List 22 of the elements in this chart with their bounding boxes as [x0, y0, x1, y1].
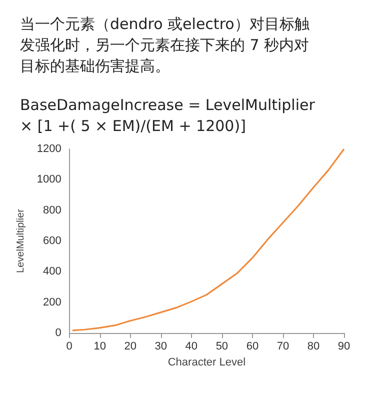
y-tick-label: 1200	[36, 143, 62, 155]
y-axis-title: LevelMultiplier	[16, 208, 26, 273]
x-tick-label: 80	[307, 340, 320, 352]
x-tick-label: 60	[246, 340, 259, 352]
y-tick-label: 400	[43, 266, 62, 278]
x-tick-label: 70	[276, 340, 290, 352]
y-tick-label: 0	[55, 327, 62, 339]
x-tick-label: 30	[154, 340, 168, 352]
x-tick-label: 20	[124, 340, 137, 352]
x-tick-label: 90	[338, 340, 350, 352]
y-tick-label: 1000	[36, 174, 62, 186]
x-tick-label: 50	[216, 340, 228, 352]
y-tick-label: 200	[43, 296, 62, 308]
x-tick-label: 10	[94, 340, 106, 352]
x-tick-label: 0	[66, 340, 72, 352]
line-series	[72, 148, 345, 332]
chart-title: 当一个元素（dendro 或electro）对目标触发强化时，另一个元素在接下来的 7 秒内对目标的基础伤害提高。	[19, 14, 310, 77]
y-tick-label: 800	[43, 204, 62, 216]
chart-subtitle: BaseDamageIncrease = LevelMultiplier × [1 +( 5 × EM)/(EM + 1200)]	[19, 95, 316, 137]
y-tick-label: 600	[43, 235, 62, 247]
x-tick-label: 40	[185, 340, 198, 352]
x-axis-title: Character Level	[168, 356, 246, 368]
